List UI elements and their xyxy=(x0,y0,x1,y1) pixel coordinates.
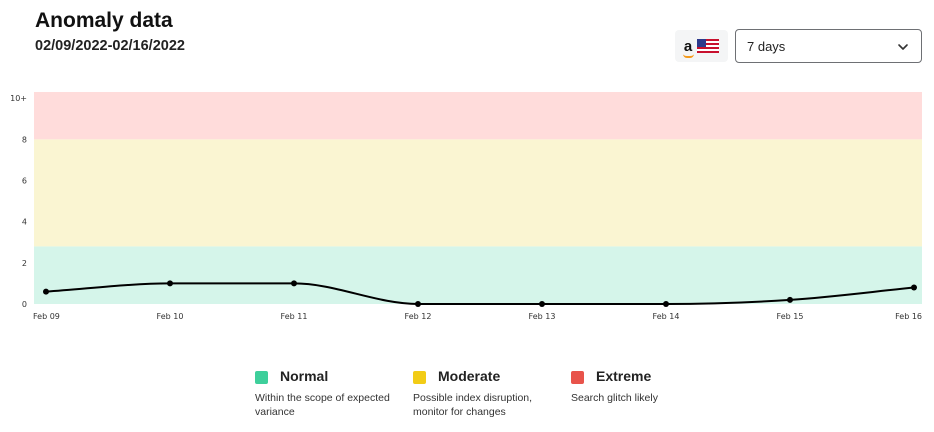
series-line xyxy=(45,282,915,305)
band-normal xyxy=(34,246,922,304)
legend-moderate-name: Moderate xyxy=(438,368,501,384)
band-moderate xyxy=(34,139,922,247)
legend-normal-name: Normal xyxy=(280,368,329,384)
band-extreme xyxy=(34,92,922,140)
x-tick-label: Feb 10 xyxy=(157,312,184,321)
x-tick-label: Feb 12 xyxy=(405,312,432,321)
legend-normal-swatch xyxy=(255,371,268,384)
data-point[interactable] xyxy=(167,280,173,287)
amazon-letter: a xyxy=(683,37,693,55)
x-tick-label: Feb 09 xyxy=(33,312,60,321)
legend-normal-description: Within the scope of expected variance xyxy=(255,392,390,418)
marketplace-selector[interactable]: a xyxy=(675,30,728,62)
y-tick-label: 0 xyxy=(22,300,27,309)
us-flag-icon xyxy=(697,39,720,53)
legend-extreme-description: Search glitch likely xyxy=(571,392,658,404)
amazon-icon: a xyxy=(682,37,694,58)
x-tick-label: Feb 11 xyxy=(281,312,308,321)
data-point[interactable] xyxy=(415,301,421,307)
legend-extreme-name: Extreme xyxy=(596,368,652,384)
legend-moderate-swatch xyxy=(413,371,426,384)
page-title: Anomaly data xyxy=(35,9,173,32)
data-point[interactable] xyxy=(911,284,917,291)
data-point[interactable] xyxy=(663,301,669,307)
x-tick-label: Feb 15 xyxy=(777,312,804,321)
date-range-dropdown[interactable]: 7 days xyxy=(735,29,922,63)
legend-moderate-description: Possible index disruption, monitor for c… xyxy=(413,392,533,418)
y-tick-label: 10+ xyxy=(10,94,27,103)
data-point[interactable] xyxy=(539,301,545,307)
x-tick-label: Feb 14 xyxy=(653,312,680,321)
legend-extreme-swatch xyxy=(571,371,584,384)
data-point[interactable] xyxy=(291,280,297,287)
y-tick-label: 6 xyxy=(22,177,27,186)
data-point[interactable] xyxy=(787,296,793,303)
anomaly-chart: 0 2 4 6 8 10+ Feb 09 Feb 10 Feb 11 Feb 12 Feb 13 F… xyxy=(10,92,922,321)
y-tick-label: 8 xyxy=(22,135,27,144)
date-range: 02/09/2022-02/16/2022 xyxy=(35,38,185,54)
x-tick-label: Feb 16 xyxy=(895,312,922,321)
x-tick-label: Feb 13 xyxy=(529,312,556,321)
y-tick-label: 2 xyxy=(22,259,27,268)
data-point[interactable] xyxy=(43,288,49,295)
y-tick-label: 4 xyxy=(22,218,27,227)
date-range-dropdown-value: 7 days xyxy=(747,39,786,54)
chevron-down-icon xyxy=(898,44,908,50)
